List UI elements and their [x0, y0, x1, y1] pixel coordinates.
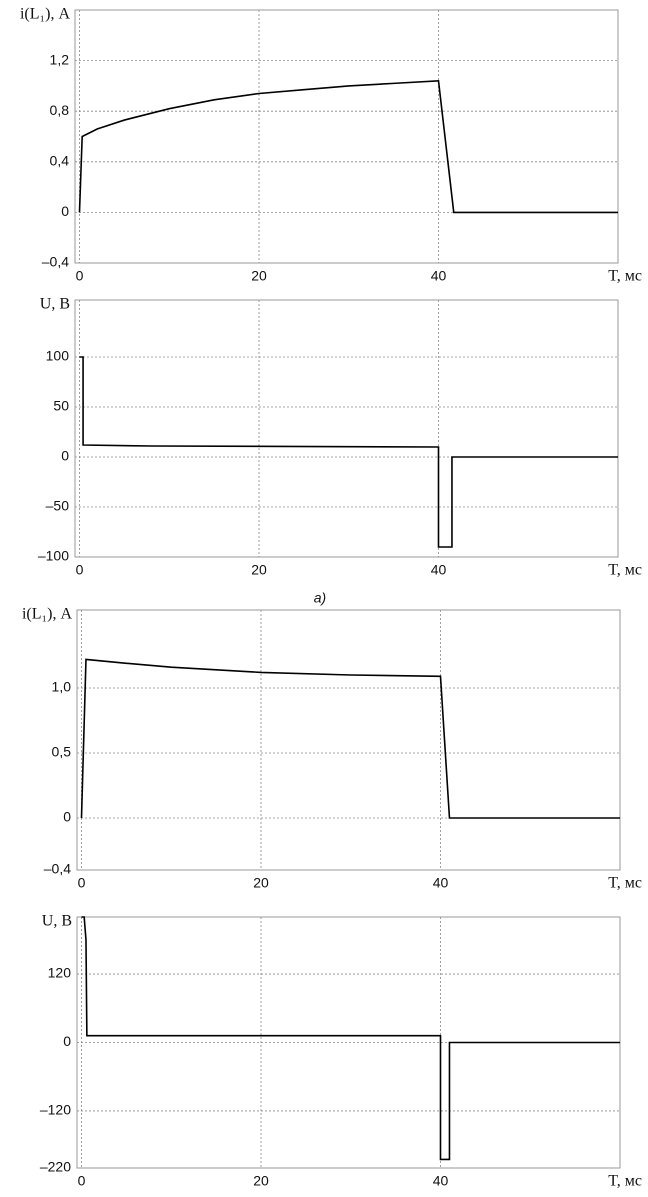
- x-axis-label: T, мс: [608, 875, 642, 892]
- y-axis-label: i(L₁), А: [22, 606, 72, 623]
- x-axis-label: T, мс: [608, 1173, 642, 1190]
- data-line: [80, 658, 620, 819]
- y-tick-label: –0,4: [44, 861, 71, 877]
- y-tick-label: 1,0: [52, 679, 72, 695]
- data-line: [81, 916, 620, 1161]
- data-line: [78, 79, 618, 214]
- caption: а): [314, 590, 326, 606]
- y-tick-label: 0: [63, 809, 71, 825]
- x-tick-label: 20: [251, 562, 267, 578]
- y-tick-label: –120: [40, 1102, 71, 1118]
- y-tick-label: 100: [46, 348, 70, 364]
- x-tick-label: 20: [253, 1173, 269, 1189]
- y-tick-label: 1,2: [50, 51, 70, 67]
- y-tick-label: –50: [46, 498, 70, 514]
- plot-frame: [74, 9, 619, 264]
- x-axis-label: T, мс: [608, 268, 642, 285]
- y-axis-label: U, В: [40, 296, 70, 313]
- y-tick-label: 0,4: [50, 153, 70, 169]
- x-tick-label: 40: [433, 1173, 449, 1189]
- y-axis-label: i(L₁), А: [20, 6, 70, 23]
- x-tick-label: 0: [76, 268, 84, 284]
- x-tick-label: 40: [433, 875, 449, 891]
- plot-frame: [74, 299, 619, 558]
- plot-frame: [76, 609, 621, 871]
- x-tick-label: 0: [78, 1173, 86, 1189]
- y-tick-label: 50: [53, 398, 69, 414]
- y-tick-label: 120: [48, 965, 72, 981]
- y-tick-label: –0,4: [42, 254, 69, 270]
- x-tick-label: 40: [431, 268, 447, 284]
- x-axis-label: T, мс: [608, 562, 642, 579]
- x-tick-label: 40: [431, 562, 447, 578]
- y-tick-label: 0,8: [50, 102, 70, 118]
- y-axis-label: U, В: [42, 913, 72, 930]
- x-tick-label: 20: [251, 268, 267, 284]
- y-tick-label: 0: [61, 448, 69, 464]
- y-tick-label: –100: [38, 548, 69, 564]
- y-tick-label: 0: [63, 1033, 71, 1049]
- data-line: [79, 356, 618, 548]
- y-tick-label: –220: [40, 1159, 71, 1175]
- y-tick-label: 0,5: [52, 744, 72, 760]
- y-tick-label: 0: [61, 203, 69, 219]
- x-tick-label: 0: [76, 562, 84, 578]
- x-tick-label: 0: [78, 875, 86, 891]
- x-tick-label: 20: [253, 875, 269, 891]
